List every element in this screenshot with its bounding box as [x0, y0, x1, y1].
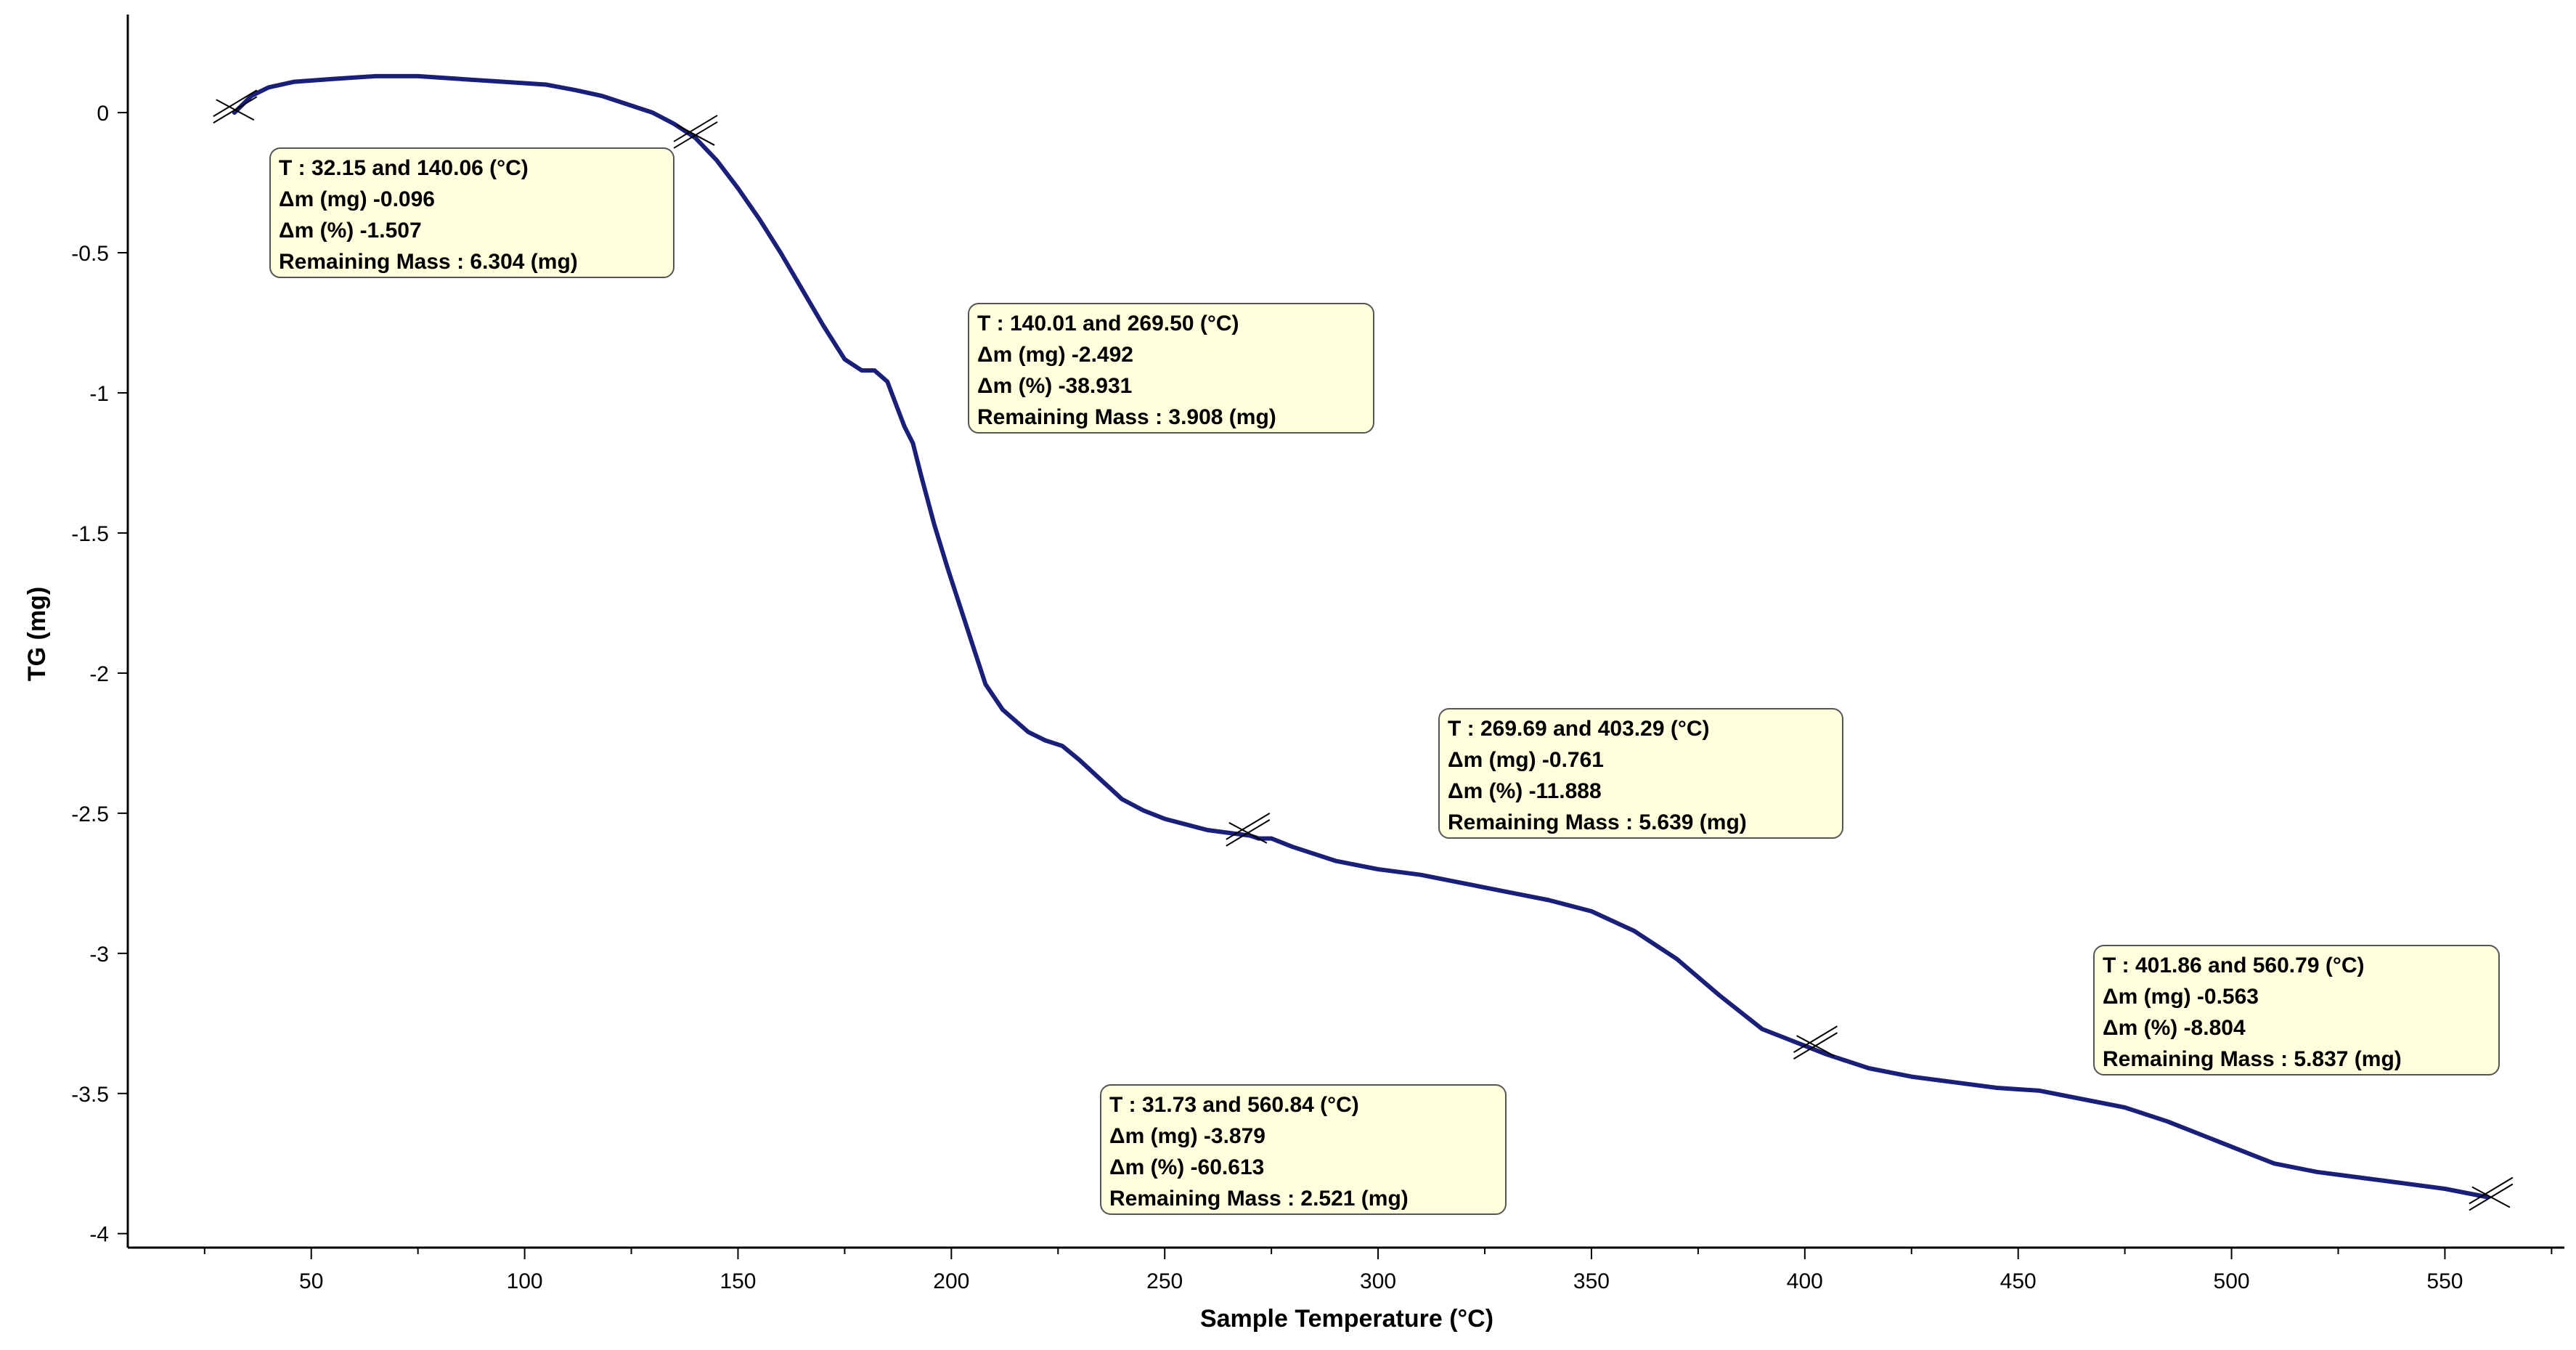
annotation-total-line-2: Δm (mg) -3.879 [1109, 1124, 1265, 1148]
x-tick-label: 450 [2000, 1269, 2037, 1293]
annotation-step-3: T : 269.69 and 403.29 (°C) Δm (mg) -0.76… [1438, 708, 1843, 839]
annotation-step-4-line-2: Δm (mg) -0.563 [2103, 985, 2259, 1009]
annotation-step-3-line-1: T : 269.69 and 403.29 (°C) [1448, 717, 1709, 741]
step-marker [1793, 1025, 1838, 1060]
y-tick-label: -1.5 [71, 522, 109, 546]
x-tick-label: 400 [1787, 1269, 1823, 1293]
annotation-step-2-line-2: Δm (mg) -2.492 [977, 343, 1133, 367]
annotation-step-2: T : 140.01 and 269.50 (°C) Δm (mg) -2.49… [968, 303, 1374, 434]
y-tick-label: -3.5 [71, 1083, 109, 1107]
annotation-step-1-box [269, 147, 674, 278]
y-tick-label: -3 [89, 943, 109, 967]
step-marker [1226, 812, 1271, 847]
y-axis-title: TG (mg) [23, 587, 51, 681]
annotation-step-2-line-1: T : 140.01 and 269.50 (°C) [977, 312, 1239, 336]
annotation-step-3-line-3: Δm (%) -11.888 [1448, 779, 1602, 803]
x-axis-title: Sample Temperature (°C) [1200, 1305, 1493, 1333]
annotation-step-4: T : 401.86 and 560.79 (°C) Δm (mg) -0.56… [2093, 945, 2500, 1075]
x-tick-label: 350 [1573, 1269, 1610, 1293]
annotation-step-4-line-3: Δm (%) -8.804 [2103, 1016, 2246, 1040]
x-tick-label: 100 [507, 1269, 543, 1293]
step-marker [673, 115, 718, 149]
tg-series-line [232, 73, 2490, 1200]
annotation-total-line-3: Δm (%) -60.613 [1109, 1155, 1264, 1179]
annotation-step-4-line-1: T : 401.86 and 560.79 (°C) [2103, 953, 2364, 977]
y-tick-label: -4 [89, 1223, 109, 1247]
x-tick-label: 50 [299, 1269, 323, 1293]
annotation-step-1: T : 32.15 and 140.06 (°C) Δm (mg) -0.096… [269, 147, 674, 278]
x-tick-labels: 50 100 150 200 250 300 350 400 450 500 550 [299, 1269, 2463, 1293]
x-tick-label: 500 [2214, 1269, 2250, 1293]
annotation-step-3-box [1438, 708, 1843, 839]
step-marker [213, 89, 258, 124]
annotation-step-3-line-2: Δm (mg) -0.761 [1448, 748, 1604, 772]
annotation-total: T : 31.73 and 560.84 (°C) Δm (mg) -3.879… [1100, 1084, 1507, 1215]
y-tick-labels: 0 -0.5 -1 -1.5 -2 -2.5 -3 -3.5 -4 [71, 102, 109, 1247]
annotation-step-1-line-2: Δm (mg) -0.096 [279, 187, 435, 211]
y-ticks [118, 112, 128, 1235]
annotation-total-line-1: T : 31.73 and 560.84 (°C) [1109, 1093, 1359, 1117]
annotation-step-2-box [968, 303, 1374, 434]
y-tick-label: -2 [89, 662, 109, 686]
step-marker [2469, 1176, 2514, 1211]
annotation-step-2-line-4: Remaining Mass : 3.908 (mg) [977, 405, 1276, 429]
annotation-total-line-4: Remaining Mass : 2.521 (mg) [1109, 1187, 1409, 1211]
step-markers [213, 89, 2514, 1211]
y-tick-label: -1 [89, 382, 109, 406]
annotation-step-1-line-1: T : 32.15 and 140.06 (°C) [279, 156, 529, 180]
y-tick-label: -2.5 [71, 802, 109, 826]
y-tick-label: -0.5 [71, 242, 109, 266]
x-tick-label: 550 [2426, 1269, 2463, 1293]
x-tick-label: 150 [720, 1269, 756, 1293]
annotations: T : 32.15 and 140.06 (°C) Δm (mg) -0.096… [269, 147, 2500, 1215]
x-major-ticks [310, 1248, 2446, 1259]
y-tick-label: 0 [97, 102, 109, 126]
annotation-step-1-line-4: Remaining Mass : 6.304 (mg) [279, 250, 578, 274]
x-tick-label: 250 [1146, 1269, 1183, 1293]
annotation-step-4-line-4: Remaining Mass : 5.837 (mg) [2103, 1047, 2402, 1071]
annotation-step-4-box [2093, 945, 2500, 1075]
annotation-total-box [1100, 1084, 1507, 1215]
annotation-step-1-line-3: Δm (%) -1.507 [279, 219, 422, 243]
annotation-step-3-line-4: Remaining Mass : 5.639 (mg) [1448, 810, 1747, 834]
x-tick-label: 200 [933, 1269, 969, 1293]
x-tick-label: 300 [1360, 1269, 1396, 1293]
annotation-step-2-line-3: Δm (%) -38.931 [977, 374, 1132, 398]
